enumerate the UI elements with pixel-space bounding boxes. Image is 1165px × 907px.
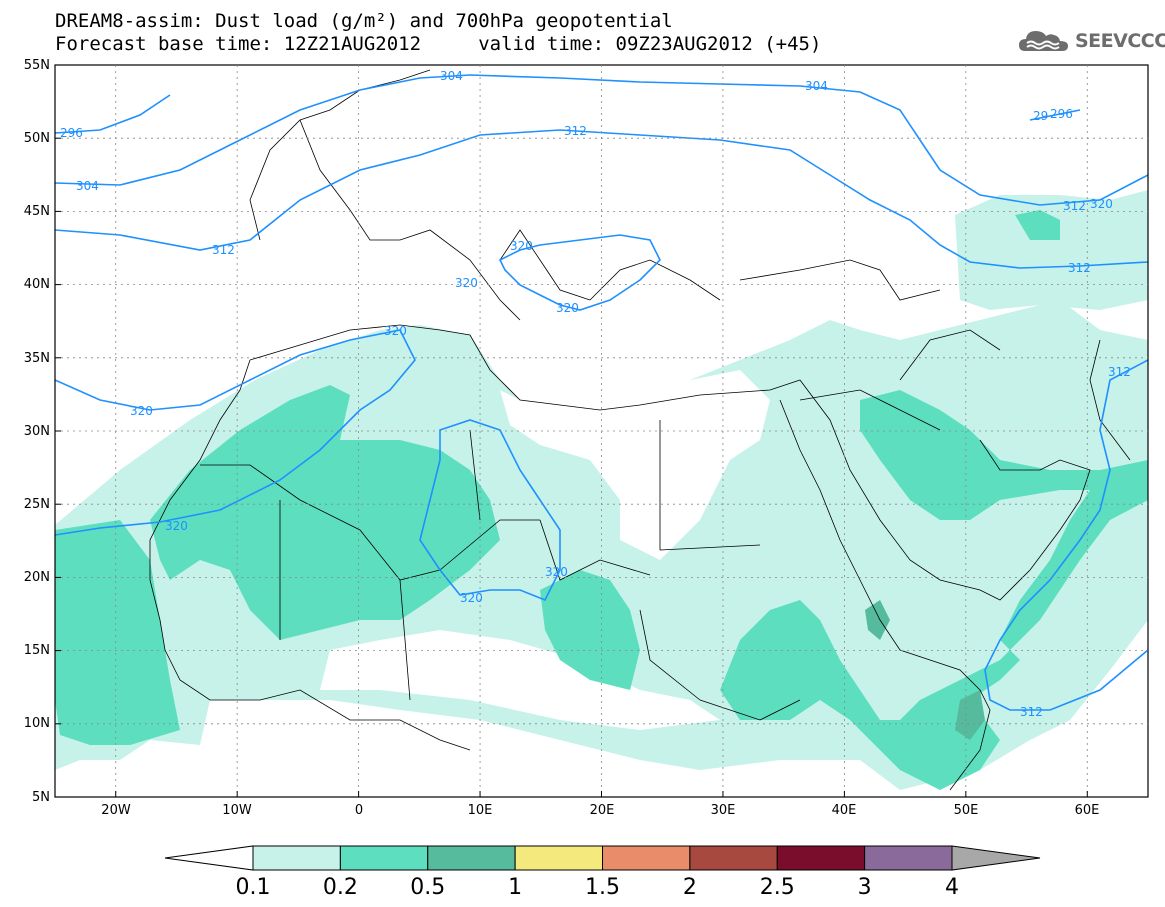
country-borders	[149, 69, 1131, 791]
colorbar-upper-arrow	[951, 845, 1041, 871]
colorbar-lower-arrow	[164, 845, 254, 871]
lon-label: 40E	[832, 803, 857, 818]
colorbar-box	[427, 845, 516, 871]
dust-region-0.5-horn	[955, 690, 985, 740]
colorbar-label: 2.5	[760, 875, 795, 900]
lat-label: 30N	[24, 424, 50, 439]
colorbar-box	[864, 845, 953, 871]
lat-label: 5N	[32, 790, 50, 805]
dust-region-0.1-caspian	[955, 190, 1148, 310]
contour-320-med	[498, 234, 661, 311]
contour-label: 304	[440, 69, 463, 83]
dust-region-0.5-eritrea	[865, 600, 890, 640]
contour-label: 312	[212, 243, 235, 257]
colorbar-label: 4	[945, 875, 959, 900]
contour-320-sahara	[419, 419, 561, 602]
contour-296-west	[55, 94, 171, 134]
forecast-time-line: Forecast base time: 12Z21AUG2012 valid t…	[55, 33, 822, 55]
contour-label: 304	[76, 179, 99, 193]
lat-label: 35N	[24, 351, 50, 366]
lon-label: 10E	[468, 803, 493, 818]
colorbar-label: 1.5	[585, 875, 620, 900]
tick-marks	[55, 137, 1088, 797]
colorbar-box	[776, 845, 866, 871]
lat-label: 15N	[24, 643, 50, 658]
contour-label: 304	[805, 79, 828, 93]
contour-label: 320	[460, 591, 483, 605]
dust-clear-sahel	[320, 630, 720, 730]
lon-label: 20W	[101, 803, 131, 818]
lat-label: 25N	[24, 497, 50, 512]
lon-label: 0	[355, 803, 363, 818]
longitude-labels: 20W 10W 0 10E 20E 30E 40E 50E 60E	[101, 803, 1099, 818]
contour-label: 312	[1063, 199, 1086, 213]
contour-label: 312	[564, 124, 587, 138]
west-africa-coast	[149, 359, 471, 751]
contour-label: 312	[1068, 261, 1091, 275]
colorbar-boxes	[252, 845, 953, 871]
grid-lines	[55, 65, 1148, 797]
africa-interior-borders	[200, 420, 801, 721]
dust-region-0.2-arabia	[720, 390, 1148, 790]
dust-region-0.2-caspian	[1015, 210, 1060, 240]
europe-coastline	[249, 69, 941, 321]
lon-label: 10W	[222, 803, 252, 818]
lon-label: 30E	[711, 803, 736, 818]
logo-text: SEEVCCC	[1075, 30, 1165, 52]
dust-clear-libya	[500, 370, 770, 560]
colorbar-label: 0.5	[410, 875, 445, 900]
colorbar-label: 0.2	[323, 875, 358, 900]
lat-label: 45N	[24, 204, 50, 219]
contour-label: 296	[1050, 107, 1073, 121]
dust-region-0.2-chad	[540, 570, 640, 690]
contour-304	[55, 74, 1148, 206]
contour-296-east	[1029, 109, 1081, 121]
lat-label: 50N	[24, 131, 50, 146]
lon-label: 60E	[1075, 803, 1100, 818]
contour-label: 320	[455, 276, 478, 290]
contour-312	[55, 129, 1148, 269]
contour-320-south	[55, 329, 416, 536]
lon-label: 50E	[954, 803, 979, 818]
contour-label: 312	[1020, 705, 1043, 719]
colorbar-labels: 0.1 0.2 0.5 1 1.5 2 2.5 3 4	[236, 875, 960, 900]
colorbar-box	[602, 845, 691, 871]
lat-label: 40N	[24, 277, 50, 292]
contour-label: 312	[1108, 365, 1131, 379]
colorbar: 0.1 0.2 0.5 1 1.5 2 2.5 3 4	[164, 845, 1041, 900]
cloud-icon	[1019, 31, 1068, 51]
colorbar-label: 2	[683, 875, 697, 900]
colorbar-label: 0.1	[236, 875, 271, 900]
contour-label: 320	[510, 239, 533, 253]
contour-label: 320	[130, 404, 153, 418]
dust-region-0.2-mauritania	[55, 520, 180, 745]
contour-label: 320	[384, 324, 407, 338]
contour-label: 296	[60, 126, 83, 140]
contour-labels: 304 304 296 312 304 29 296 312 320 320 3…	[60, 69, 1131, 719]
map-title: DREAM8-assim: Dust load (g/m²) and 700hP…	[55, 10, 673, 32]
contour-label: 320	[545, 565, 568, 579]
lat-label: 55N	[24, 58, 50, 73]
lat-label: 10N	[24, 716, 50, 731]
contour-label: 320	[165, 519, 188, 533]
lat-label: 20N	[24, 570, 50, 585]
contour-label: 320	[1090, 197, 1113, 211]
colorbar-box	[689, 845, 778, 871]
colorbar-box	[514, 845, 603, 871]
lon-label: 20E	[590, 803, 615, 818]
seevccc-logo: SEEVCCC	[1017, 27, 1165, 55]
colorbar-box	[339, 845, 429, 871]
red-sea-coast	[779, 379, 1091, 791]
latitude-labels: 55N 50N 45N 40N 35N 30N 25N 20N 15N 10N …	[24, 58, 50, 805]
colorbar-box	[252, 845, 341, 871]
colorbar-label: 1	[508, 875, 522, 900]
geopotential-contours	[55, 74, 1148, 711]
contour-label: 320	[556, 301, 579, 315]
middle-east-borders	[799, 329, 1131, 461]
contour-312-east	[984, 359, 1148, 711]
colorbar-label: 3	[858, 875, 872, 900]
contour-label: 29	[1033, 109, 1048, 123]
